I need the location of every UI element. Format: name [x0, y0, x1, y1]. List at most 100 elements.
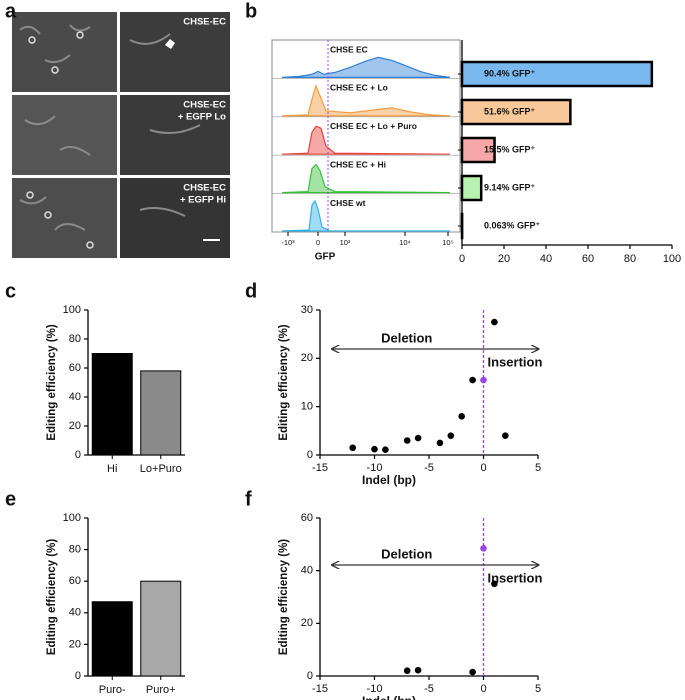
x-tick-label: 0 [316, 238, 320, 247]
x-tick-label: 100 [663, 253, 681, 265]
x-axis-label: GFP [315, 252, 336, 263]
y-tick-label: 0 [307, 449, 313, 461]
point [491, 318, 498, 326]
density-curve [281, 163, 451, 194]
value-label: 90.4% GFP⁺ [484, 68, 536, 78]
value-label: 9.14% GFP⁺ [484, 182, 536, 192]
annotation: Deletion [381, 330, 432, 345]
point [414, 434, 422, 442]
point [469, 376, 476, 384]
density-curve [281, 199, 450, 232]
bar [91, 353, 133, 456]
panel-label: a [5, 0, 17, 22]
series-label: CHSE EC + Lo [330, 83, 388, 93]
x-tick-label: 10³ [340, 238, 351, 247]
point [403, 437, 411, 444]
y-tick-label: 80 [69, 333, 81, 345]
value-label: 0.063% GFP⁺ [484, 220, 541, 230]
series-label: CHSE wt [330, 198, 366, 208]
micrograph-label: + EGFP Lo [178, 112, 226, 123]
panel-label: c [5, 280, 16, 302]
y-tick-label: 60 [301, 512, 313, 524]
micrograph-label: CHSE-EC [183, 183, 226, 194]
y-tick-label: 30 [301, 304, 313, 316]
value-label: 15.5% GFP⁺ [484, 144, 536, 154]
micrograph-label: CHSE-EC [183, 100, 226, 111]
bar [140, 370, 182, 456]
y-tick-label: 20 [69, 638, 81, 650]
y-tick-label: 40 [69, 607, 81, 619]
y-tick-label: 0 [75, 670, 81, 682]
point [480, 544, 487, 552]
panel-label: f [245, 488, 252, 510]
y-tick-label: 10 [301, 401, 313, 413]
x-tick-label: -15 [312, 462, 328, 474]
y-tick-label: 80 [69, 544, 81, 556]
x-tick-label: -10 [367, 462, 383, 474]
micrograph [120, 178, 230, 258]
y-axis-label: Editing efficiency (%) [278, 324, 290, 440]
x-tick-label: -5 [424, 683, 434, 695]
series-label: CHSE EC + Hi [330, 159, 386, 169]
x-tick-label: Puro- [99, 684, 126, 696]
annotation: Deletion [381, 546, 432, 561]
point [371, 445, 378, 453]
point [382, 446, 389, 453]
y-tick-label: 100 [63, 304, 81, 316]
x-axis-label: Indel (bp) [362, 694, 416, 700]
x-tick-label: -10 [367, 683, 383, 695]
y-axis-label: Editing efficiency (%) [46, 539, 58, 655]
density-curve [281, 56, 451, 78]
x-tick-label: 60 [582, 253, 594, 265]
bar [140, 580, 182, 677]
x-tick-label: 0 [459, 253, 465, 265]
x-tick-label: 10⁵ [442, 238, 453, 247]
x-tick-label: 40 [540, 253, 552, 265]
bar [460, 174, 483, 202]
y-tick-label: 0 [75, 449, 81, 461]
point [480, 376, 487, 384]
series-label: CHSE EC [330, 44, 368, 54]
x-tick-label: 80 [624, 253, 636, 265]
y-tick-label: 60 [69, 575, 81, 587]
micrograph [12, 12, 117, 92]
y-axis-label: Editing efficiency (%) [46, 324, 58, 440]
panel-label: b [245, 0, 257, 22]
density-curve [281, 83, 451, 117]
x-tick-label: 5 [535, 462, 541, 474]
point [491, 580, 498, 588]
panel-label: d [245, 280, 257, 302]
y-tick-label: 40 [301, 565, 313, 577]
micrograph [12, 95, 117, 175]
x-axis-label: Indel (bp) [362, 473, 416, 487]
bar [91, 601, 133, 677]
x-tick-label: 0 [480, 683, 486, 695]
micrograph [120, 12, 230, 92]
point [436, 439, 444, 447]
micrograph-label: + EGFP Hi [180, 195, 226, 206]
point [458, 413, 466, 420]
x-tick-label: Lo+Puro [140, 463, 182, 475]
x-tick-label: -15 [312, 683, 328, 695]
point [502, 432, 509, 439]
micrographs [12, 12, 230, 258]
y-tick-label: 20 [69, 420, 81, 432]
x-tick-label: Hi [107, 463, 117, 475]
point [469, 668, 476, 676]
annotation: Insertion [488, 354, 543, 369]
y-tick-label: 20 [301, 352, 313, 364]
micrograph [120, 95, 230, 175]
panel-label: e [5, 488, 16, 510]
value-label: 51.6% GFP⁺ [484, 106, 536, 116]
annotation: Insertion [488, 570, 543, 585]
x-tick-label: Puro+ [146, 684, 176, 696]
x-tick-label: -5 [424, 462, 434, 474]
x-tick-label: 5 [535, 683, 541, 695]
bar [460, 60, 654, 88]
y-tick-label: 100 [63, 512, 81, 524]
y-tick-label: 60 [69, 362, 81, 374]
point [403, 667, 411, 675]
point [414, 666, 422, 674]
point [349, 444, 357, 452]
